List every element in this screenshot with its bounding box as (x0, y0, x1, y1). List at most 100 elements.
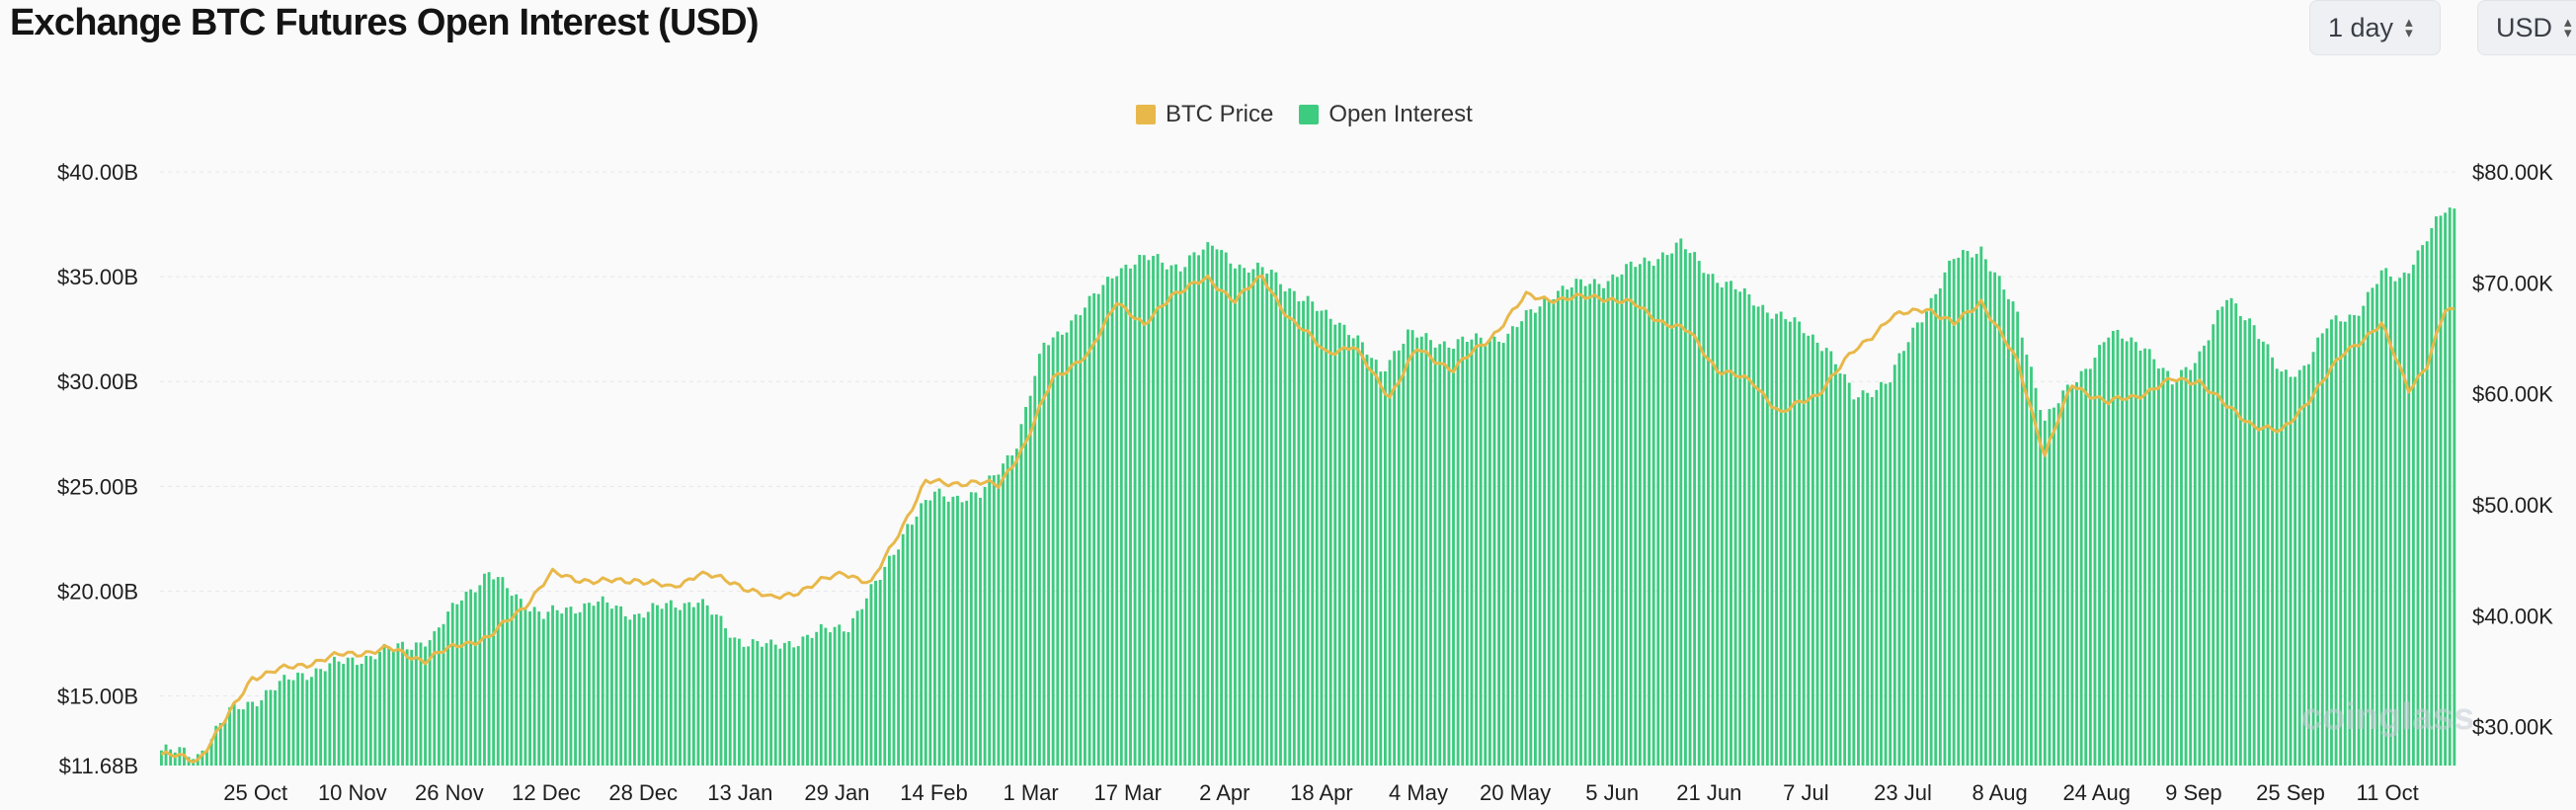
open-interest-bar (2375, 284, 2378, 766)
open-interest-bar (228, 707, 231, 766)
currency-select[interactable]: USD ▴ ▾ (2477, 0, 2576, 55)
open-interest-bar (1861, 390, 1865, 766)
open-interest-bar (1174, 264, 1177, 766)
open-interest-bar (378, 651, 381, 766)
open-interest-bar (756, 640, 760, 766)
open-interest-bar (2025, 354, 2029, 766)
open-interest-bar (2325, 328, 2329, 766)
open-interest-bar (2280, 371, 2284, 766)
open-interest-bar (1547, 299, 1551, 766)
open-interest-bar (2098, 345, 2101, 766)
open-interest-bar (1815, 343, 1819, 766)
open-interest-bar (874, 580, 877, 766)
x-tick-label: 23 Jul (1874, 780, 1932, 805)
open-interest-bar (1002, 463, 1005, 766)
open-interest-bar (1492, 336, 1496, 766)
open-interest-bar (2121, 338, 2125, 766)
open-interest-bar (1770, 318, 1774, 766)
open-interest-bar (1365, 354, 1369, 766)
open-interest-bar (2053, 407, 2055, 766)
open-interest-bar (2215, 309, 2219, 766)
open-interest-bar (1820, 351, 1824, 766)
open-interest-bar (960, 502, 964, 766)
open-interest-bar (1779, 311, 1783, 766)
open-interest-bar (473, 592, 477, 766)
open-interest-bar (2030, 366, 2033, 766)
open-interest-bar (997, 474, 1001, 766)
open-interest-bar (1325, 309, 1328, 766)
x-tick-label: 25 Sep (2256, 780, 2325, 805)
open-interest-bar (2034, 387, 2038, 766)
legend-swatch-open-interest (1299, 105, 1320, 124)
open-interest-bar (1625, 264, 1628, 766)
open-interest-bar (637, 613, 641, 766)
open-interest-bar (1943, 272, 1947, 766)
open-interest-bar (2289, 376, 2293, 766)
open-interest-bar (2220, 306, 2224, 766)
open-interest-bar (860, 608, 864, 766)
open-interest-bar (760, 646, 764, 766)
open-interest-bar (1966, 251, 1970, 766)
open-interest-bar (455, 604, 459, 766)
legend-item-btc-price[interactable]: BTC Price (1136, 101, 1273, 128)
open-interest-bar (2384, 268, 2388, 766)
open-interest-bar (450, 603, 454, 766)
open-interest-bar (396, 643, 400, 766)
open-interest-bar (442, 623, 445, 766)
legend-label-open-interest: Open Interest (1328, 101, 1473, 127)
open-interest-bar (2421, 245, 2425, 766)
open-interest-bar (532, 607, 536, 766)
open-interest-bar (1019, 424, 1023, 766)
open-interest-bar (2093, 358, 2097, 766)
open-interest-bar (1407, 329, 1409, 766)
open-interest-bar (651, 603, 655, 766)
open-interest-bar (2271, 357, 2275, 766)
chevron-updown-icon: ▴ ▾ (2564, 14, 2572, 41)
open-interest-bar (1629, 261, 1633, 766)
open-interest-bar (414, 642, 418, 766)
open-interest-bar (1756, 306, 1760, 766)
open-interest-bar (1775, 313, 1778, 766)
open-interest-bar (286, 679, 290, 766)
open-interest-bar (2398, 278, 2401, 766)
open-interest-bar (829, 632, 832, 766)
open-interest-bar (1670, 253, 1674, 766)
chevron-updown-icon: ▴ ▾ (2405, 14, 2413, 41)
open-interest-bar (751, 639, 755, 766)
open-interest-bar (1693, 252, 1697, 767)
open-interest-bar (2343, 321, 2347, 766)
open-interest-bar (924, 500, 927, 766)
interval-select[interactable]: 1 day ▴ ▾ (2309, 0, 2441, 55)
open-interest-bar (1592, 279, 1596, 766)
open-interest-bar (1337, 322, 1341, 766)
open-interest-bar (464, 591, 468, 766)
open-interest-bar (2189, 369, 2193, 766)
legend-label-btc-price: BTC Price (1166, 101, 1274, 127)
open-interest-bar (1974, 254, 1978, 766)
open-interest-bar (1957, 257, 1961, 766)
open-interest-bar (1087, 295, 1091, 766)
y-left-tick-label: $11.68B (59, 754, 138, 778)
open-interest-bar (878, 580, 882, 766)
open-interest-bar (291, 680, 295, 766)
open-interest-bar (928, 500, 932, 766)
open-interest-bar (787, 641, 791, 766)
open-interest-bar (2157, 368, 2160, 766)
open-interest-bar (1870, 397, 1874, 766)
open-interest-bar (2430, 228, 2434, 766)
open-interest-bar (356, 665, 359, 766)
open-interest-bar (1720, 286, 1724, 766)
open-interest-bar (901, 533, 905, 766)
open-interest-bar (1529, 309, 1533, 766)
x-tick-label: 2 Apr (1199, 780, 1249, 805)
open-interest-bar (1679, 238, 1683, 766)
open-interest-bar (2379, 270, 2383, 766)
open-interest-bar (714, 614, 718, 766)
open-interest-bar (2102, 342, 2106, 766)
y-left-tick-label: $40.00B (57, 160, 138, 185)
x-tick-label: 17 Mar (1093, 780, 1161, 805)
y-left-tick-label: $25.00B (57, 474, 138, 499)
open-interest-bar (1374, 360, 1378, 766)
open-interest-bar (555, 609, 559, 766)
legend-item-open-interest[interactable]: Open Interest (1299, 101, 1473, 128)
